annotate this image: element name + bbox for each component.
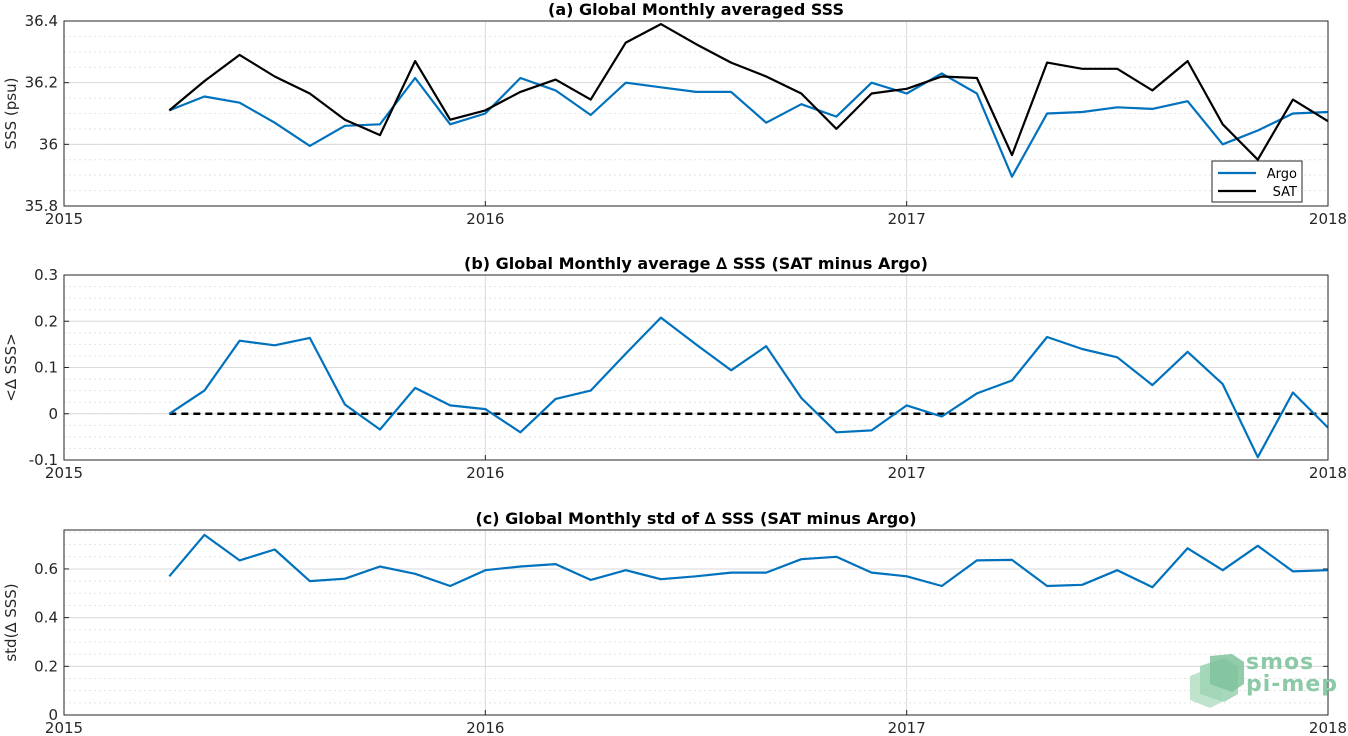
series-line-argo: [168, 72, 1329, 178]
panel-b-delta-sss: -0.1 0 0.1 0.2 0.3 2015 2016 2017 2018 (b) Global…: [2, 254, 1347, 482]
y-axis-label: std(∆ SSS): [2, 583, 20, 661]
logo-line-2: pi-mep: [1246, 672, 1339, 697]
panel-a-sss: 35.8 36 36.2 36.4 2015 2016 2017 2018 (a) Global…: [2, 0, 1347, 228]
panel-title: (a) Global Monthly averaged SSS: [548, 0, 844, 19]
y-tick-label: 0: [48, 405, 58, 423]
y-tick-label: 0: [48, 706, 58, 724]
y-tick-label: 35.8: [25, 197, 58, 215]
axes-box: [63, 274, 1329, 461]
x-tick-label: 2015: [45, 210, 83, 228]
panel-title: (b) Global Monthly average ∆ SSS (SAT mi…: [464, 254, 928, 273]
legend-label-argo: Argo: [1267, 167, 1297, 182]
x-tick-label: 2018: [1309, 719, 1347, 736]
y-axis-label: <∆ SSS>: [2, 333, 20, 402]
axes-box: [63, 20, 1329, 207]
y-tick-label: 0.1: [34, 359, 58, 377]
y-tick-label: 0.3: [34, 266, 58, 284]
legend-box: [1211, 160, 1303, 203]
logo-text: smos pi-mep: [1246, 652, 1338, 696]
x-tick-label: 2015: [45, 719, 83, 736]
x-tick-label: 2017: [888, 464, 926, 482]
x-tick-label: 2018: [1309, 464, 1347, 482]
x-tick-label: 2017: [888, 719, 926, 736]
panel-c-std-delta-sss: 0 0.2 0.4 0.6 2015 2016 2017 2018 (c) Global Mon…: [2, 509, 1347, 736]
x-tick-label: 2015: [45, 464, 83, 482]
y-tick-label: 36.2: [25, 74, 58, 92]
plot-area: [64, 530, 1328, 715]
y-tick-label: 0.4: [34, 609, 58, 627]
series-line: [168, 533, 1329, 589]
logo-line-1: smos: [1246, 650, 1315, 675]
legend-label-sat: SAT: [1273, 185, 1297, 200]
smos-pi-mep-logo-icon: [1190, 654, 1244, 708]
x-tick-label: 2016: [466, 719, 504, 736]
series-line: [168, 316, 1329, 459]
panel-title: (c) Global Monthly std of ∆ SSS (SAT min…: [475, 509, 916, 528]
axes-box: [63, 529, 1329, 716]
x-tick-label: 2018: [1309, 210, 1347, 228]
y-tick-label: 0.6: [34, 560, 58, 578]
y-tick-label: 36.4: [25, 12, 58, 30]
x-tick-label: 2017: [888, 210, 926, 228]
y-tick-label: 0.2: [34, 312, 58, 330]
x-tick-label: 2016: [466, 464, 504, 482]
y-axis-label: SSS (psu): [2, 78, 20, 150]
x-tick-label: 2016: [466, 210, 504, 228]
series-line-sat: [168, 23, 1329, 161]
y-tick-label: 0.2: [34, 657, 58, 675]
y-tick-label: 36: [39, 135, 58, 153]
y-tick-label: -0.1: [29, 451, 58, 469]
